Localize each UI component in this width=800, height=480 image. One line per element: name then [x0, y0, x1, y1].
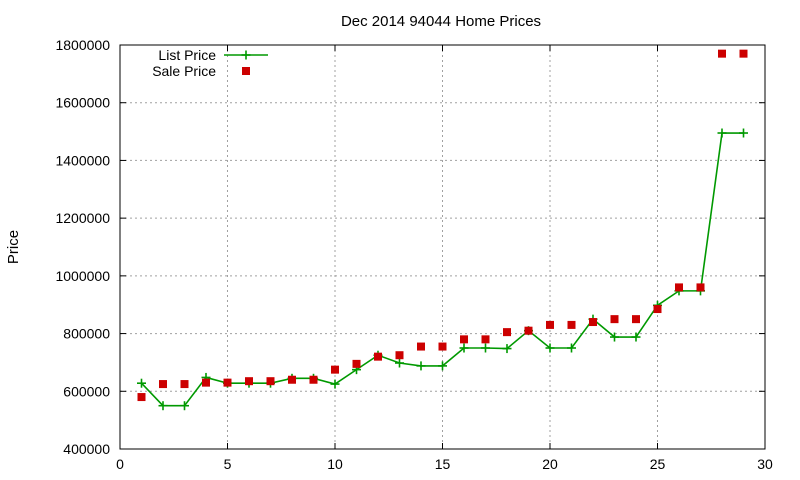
- data-point-list-price: [739, 128, 748, 138]
- data-point-sale-price: [331, 365, 339, 374]
- data-point-sale-price: [352, 359, 361, 368]
- data-point-sale-price: [675, 283, 683, 292]
- axis-ticks: 0 5 10 15 20 25 30 400000 600000 800000 1000000 120…: [55, 37, 773, 472]
- y-tick-label: 800000: [63, 326, 110, 342]
- data-point-list-price: [137, 378, 146, 388]
- legend: List Price Sale Price: [152, 47, 268, 79]
- data-point-list-price: [610, 332, 619, 342]
- x-tick-label: 20: [542, 456, 558, 472]
- data-point-list-price: [416, 361, 426, 371]
- data-point-list-price: [481, 343, 490, 353]
- data-point-list-price: [545, 343, 555, 353]
- data-point-sale-price: [223, 378, 232, 387]
- data-point-sale-price: [589, 318, 597, 327]
- x-tick-label: 10: [327, 456, 343, 472]
- data-point-sale-price: [460, 335, 468, 344]
- series: [137, 49, 748, 411]
- y-tick-label: 1800000: [55, 37, 110, 53]
- data-point-list-price: [717, 128, 727, 138]
- data-point-sale-price: [696, 283, 705, 292]
- x-tick-label: 15: [435, 456, 451, 472]
- legend-marker-sale-price: [242, 67, 250, 75]
- data-point-sale-price: [159, 380, 167, 389]
- series-sale-price: [137, 49, 748, 402]
- data-point-sale-price: [718, 49, 726, 58]
- data-point-sale-price: [137, 393, 146, 402]
- grid: [120, 45, 765, 449]
- data-point-list-price: [330, 379, 340, 389]
- data-point-sale-price: [567, 320, 576, 329]
- data-point-sale-price: [481, 335, 490, 344]
- data-point-list-price: [502, 344, 512, 354]
- legend-marker-list-price: [241, 50, 251, 60]
- chart-title: Dec 2014 94044 Home Prices: [341, 13, 541, 30]
- x-tick-label: 0: [116, 456, 124, 472]
- data-point-sale-price: [266, 377, 275, 386]
- data-point-list-price: [395, 358, 404, 368]
- y-tick-label: 400000: [63, 441, 110, 457]
- legend-label-sale-price: Sale Price: [152, 63, 216, 79]
- legend-swatches: [224, 50, 268, 75]
- data-point-sale-price: [546, 320, 554, 329]
- y-tick-label: 600000: [63, 383, 110, 399]
- y-tick-label: 1200000: [55, 210, 110, 226]
- data-point-sale-price: [610, 315, 619, 324]
- data-point-sale-price: [632, 315, 640, 324]
- data-point-list-price: [567, 343, 576, 353]
- data-point-list-price: [158, 401, 168, 411]
- x-tick-label: 5: [224, 456, 232, 472]
- data-point-sale-price: [524, 326, 533, 335]
- data-point-sale-price: [438, 342, 447, 351]
- y-tick-label: 1600000: [55, 95, 110, 111]
- data-point-sale-price: [739, 49, 748, 58]
- data-point-sale-price: [180, 380, 189, 389]
- data-point-list-price: [438, 361, 447, 371]
- y-tick-label: 1000000: [55, 268, 110, 284]
- data-point-sale-price: [288, 375, 296, 384]
- data-point-sale-price: [202, 378, 210, 387]
- x-tick-label: 30: [757, 456, 773, 472]
- y-axis-label: Price: [5, 230, 22, 264]
- data-point-sale-price: [309, 375, 318, 384]
- data-point-sale-price: [245, 377, 253, 386]
- data-point-list-price: [631, 332, 641, 342]
- y-tick-label: 1400000: [55, 152, 110, 168]
- data-point-sale-price: [503, 328, 511, 337]
- data-point-sale-price: [395, 351, 404, 360]
- data-point-sale-price: [417, 342, 425, 351]
- data-point-sale-price: [653, 305, 662, 314]
- data-point-list-price: [459, 343, 469, 353]
- data-point-sale-price: [374, 352, 382, 361]
- data-point-list-price: [180, 401, 189, 411]
- legend-label-list-price: List Price: [158, 47, 216, 63]
- x-tick-label: 25: [650, 456, 666, 472]
